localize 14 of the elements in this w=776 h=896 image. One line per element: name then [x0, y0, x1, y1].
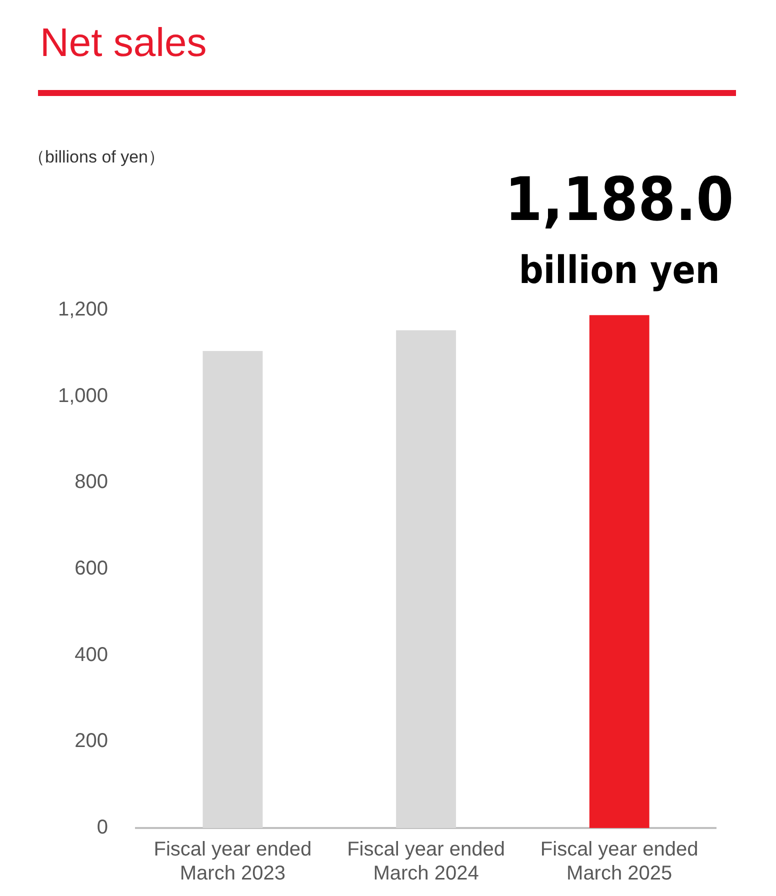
data-label: 1,188.0 [504, 165, 734, 235]
text: （billions of yen） [28, 148, 166, 167]
y-tick-label: 1,200 [58, 298, 108, 321]
y-tick-label: 0 [96, 816, 108, 839]
x-tick-label: Fiscal year ended March 2024 [347, 838, 505, 885]
y-tick-label: 800 [74, 471, 108, 494]
y-tick-label: 1,000 [58, 384, 108, 407]
y-tick-label: 400 [74, 644, 108, 666]
x-tick-label: Fiscal year ended March 2025 [540, 838, 698, 885]
x-tick-label: Fiscal year ended March 2023 [154, 838, 312, 885]
y-tick-label: 200 [74, 730, 108, 752]
y-tick-label: 600 [74, 558, 108, 580]
chart-title: Net sales [40, 20, 207, 66]
annotation: billion yen [518, 248, 720, 292]
